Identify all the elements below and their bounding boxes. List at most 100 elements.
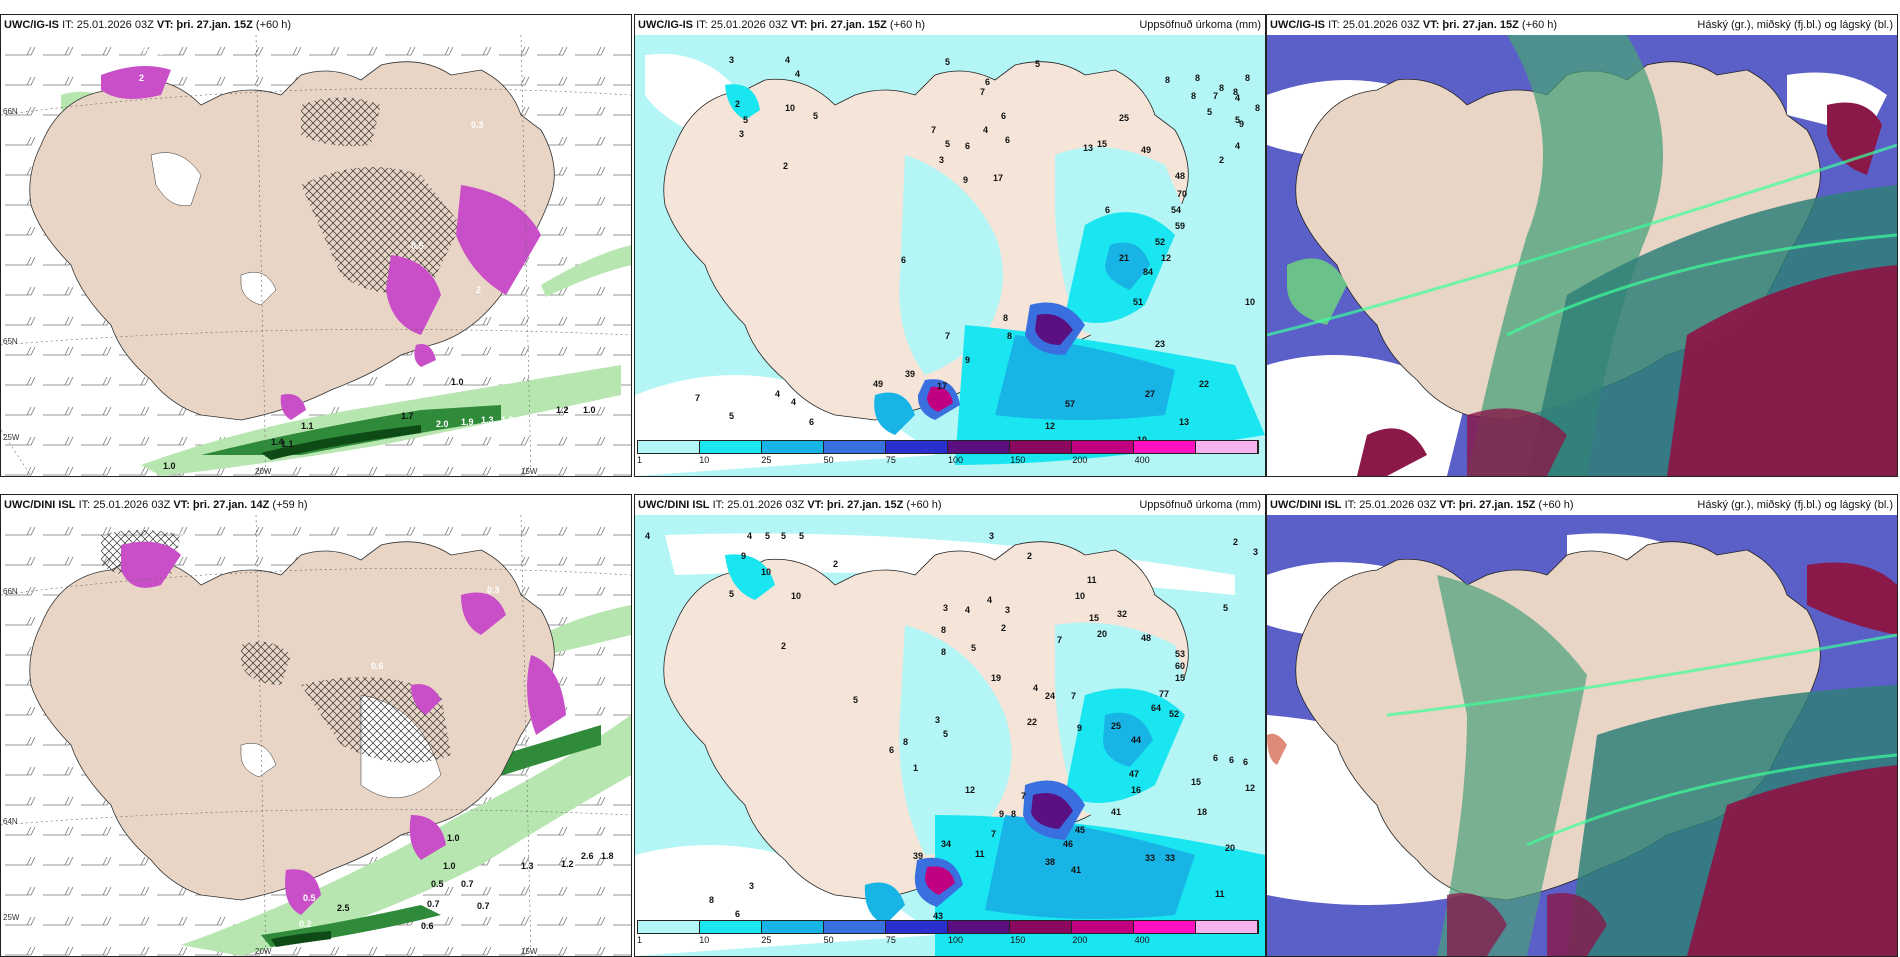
precip-value: 8 (941, 647, 947, 657)
wind-label: 1.0 (501, 415, 514, 425)
precip-value: 4 (1235, 141, 1241, 151)
lon-label: 25W (3, 433, 20, 442)
precip-value: 10 (1075, 591, 1086, 601)
precip-value: 8 (1245, 73, 1251, 83)
precip-value: 6 (735, 909, 741, 919)
precip-value: 5 (1035, 59, 1041, 69)
precip-value: 48 (1175, 171, 1186, 181)
precip-value: 9 (1077, 723, 1083, 733)
wind-label: 1.1 (301, 421, 314, 431)
issue-time: IT: 25.01.2026 03Z (1328, 19, 1420, 31)
legend-tick: 1 (637, 455, 643, 465)
wind-label: 0.5 (431, 879, 444, 889)
valid-time: VT: þri. 27.jan. 15Z (1439, 499, 1536, 511)
precip-value: 22 (1027, 717, 1038, 727)
precip-value: 12 (1045, 421, 1056, 431)
legend-swatch (1196, 921, 1258, 933)
precip-value: 10 (1245, 297, 1256, 307)
wind-label: 0.3 (487, 585, 500, 595)
legend-tick: 50 (823, 455, 834, 465)
precip-value: 9 (965, 355, 971, 365)
precip-value: 3 (935, 715, 941, 725)
precip-value: 57 (1065, 399, 1076, 409)
issue-time: IT: 25.01.2026 03Z (696, 19, 788, 31)
legend-tick: 10 (699, 935, 710, 945)
legend-swatch (1072, 441, 1134, 453)
wind-label: 0.5 (411, 241, 424, 251)
precip-value: 4 (965, 605, 971, 615)
panel-variable: Uppsöfnuð úrkoma (mm) (1139, 19, 1261, 31)
precip-value: 10 (791, 591, 802, 601)
precip-value: 7 (1057, 635, 1063, 645)
precip-value: 41 (1111, 807, 1122, 817)
precip-value: 5 (729, 589, 735, 599)
precip-value: 4 (983, 125, 989, 135)
precip-value: 8 (1191, 91, 1197, 101)
precip-value: 5 (781, 531, 787, 541)
panel-title: UWC/IG-IS IT: 25.01.2026 03Z VT: þri. 27… (635, 15, 1265, 35)
precip-value: 7 (931, 125, 937, 135)
legend-tick: 50 (823, 935, 834, 945)
wind-label: 1.0 (447, 833, 460, 843)
panel-variable: Háský (gr.), miðský (fj.bl.) og lágský (… (1697, 499, 1893, 511)
wind-label: 1.2 (561, 859, 574, 869)
precip-legend: 1 10 25 50 75 100 150 200 400 (635, 440, 1265, 468)
legend-ticks: 1 10 25 50 75 100 150 200 400 (637, 455, 1259, 467)
precip-value: 43 (933, 911, 944, 921)
panel-title: UWC/IG-IS IT: 25.01.2026 03Z VT: þri. 27… (1267, 15, 1897, 35)
legend-swatch (1134, 921, 1196, 933)
precip-value: 5 (853, 695, 859, 705)
precip-value: 1 (913, 763, 919, 773)
wind-label: 1.9 (461, 417, 474, 427)
precip-value: 8 (941, 625, 947, 635)
wind-label: 1.0 (163, 461, 176, 471)
model-name: UWC/DINI ISL (4, 499, 76, 511)
lead-time: (+60 h) (1521, 19, 1558, 31)
precip-value: 52 (1155, 237, 1166, 247)
precip-value: 10 (761, 567, 772, 577)
precip-value: 27 (1145, 389, 1156, 399)
precip-value: 12 (1161, 253, 1172, 263)
precip-value: 23 (1155, 339, 1166, 349)
lead-time: (+59 h) (272, 499, 308, 511)
precip-value: 4 (987, 595, 993, 605)
precip-value: 8 (1233, 87, 1239, 97)
precip-value: 9 (963, 175, 969, 185)
panel-wind-bottom: UWC/DINI ISL IT: 25.01.2026 03Z VT: þri.… (0, 494, 632, 957)
wind-label: 0.6 (421, 921, 434, 931)
precip-value: 48 (1141, 633, 1152, 643)
wind-label: 2.6 (581, 851, 594, 861)
precip-value: 8 (1165, 75, 1171, 85)
wind-map (1, 515, 631, 956)
valid-time: VT: þri. 27.jan. 15Z (807, 499, 904, 511)
precip-value: 15 (1175, 673, 1186, 683)
precip-value: 2 (1027, 551, 1033, 561)
precip-value: 51 (1133, 297, 1144, 307)
valid-time: VT: þri. 27.jan. 15Z (1422, 19, 1519, 31)
precip-value: 6 (901, 255, 907, 265)
precip-value: 34 (941, 839, 952, 849)
iceland-land (29, 541, 555, 901)
precip-value: 8 (709, 895, 715, 905)
precip-value: 5 (743, 115, 749, 125)
cloud-map (1267, 515, 1897, 956)
issue-time: IT: 25.01.2026 03Z (78, 499, 171, 511)
legend-colorbar (637, 440, 1259, 454)
wind-label: 1.3 (521, 861, 534, 871)
legend-tick: 150 (1010, 935, 1026, 945)
precip-value: 8 (1195, 73, 1201, 83)
precip-value: 13 (1179, 417, 1190, 427)
wind-map (1, 35, 631, 476)
wind-label: 0.7 (427, 899, 440, 909)
wind-label: 0.3 (141, 43, 154, 53)
legend-ticks: 1 10 25 50 75 100 150 200 400 (637, 935, 1259, 947)
precip-value: 4 (775, 389, 781, 399)
precip-value: 6 (1229, 755, 1235, 765)
legend-swatch (824, 441, 886, 453)
precip-value: 7 (980, 87, 986, 97)
wind-label: 1.3 (481, 415, 494, 425)
precip-value: 5 (729, 411, 735, 421)
precip-value: 47 (1129, 769, 1140, 779)
panel-cloud-top: UWC/IG-IS IT: 25.01.2026 03Z VT: þri. 27… (1266, 14, 1898, 477)
precip-value: 4 (791, 397, 797, 407)
